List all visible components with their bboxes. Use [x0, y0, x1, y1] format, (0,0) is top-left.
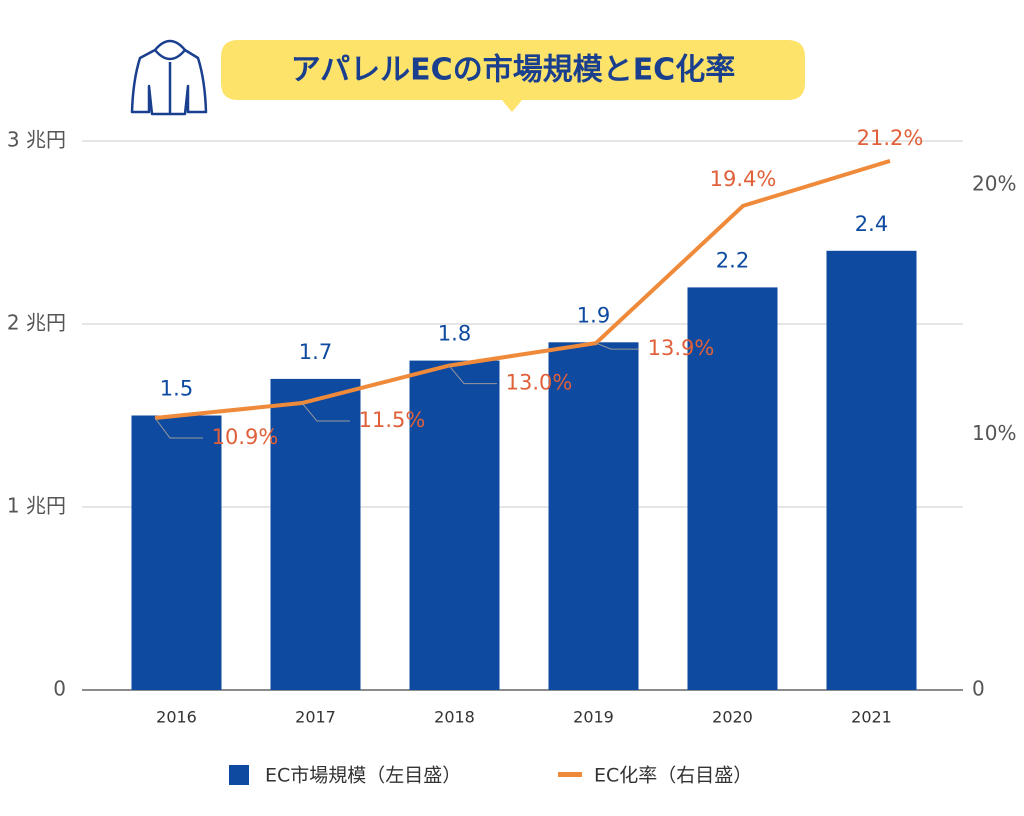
- chart-title: アパレルECの市場規模とEC化率: [291, 53, 735, 88]
- x-tick-label: 2021: [851, 708, 892, 727]
- line-value-label: 21.2%: [857, 126, 924, 150]
- bar: [687, 287, 778, 690]
- x-tick-label: 2018: [434, 708, 475, 727]
- bar: [409, 360, 500, 690]
- leader-line: [448, 365, 497, 385]
- line-value-label: 19.4%: [710, 167, 777, 191]
- title-banner: アパレルECの市場規模とEC化率: [221, 40, 805, 112]
- bar-value-label: 2.4: [855, 212, 888, 236]
- bar-value-label: 2.2: [716, 248, 749, 272]
- line-value-label: 13.0%: [506, 371, 573, 395]
- line-value-label: 13.9%: [648, 336, 715, 360]
- x-tick-label: 2016: [156, 708, 197, 727]
- legend-swatch: [558, 772, 582, 777]
- bar: [131, 415, 222, 690]
- legend-label: EC化率（右目盛）: [594, 765, 752, 787]
- y2-tick-label: 10%: [972, 421, 1016, 445]
- bar-value-label: 1.7: [299, 340, 332, 364]
- legend-swatch: [229, 765, 249, 785]
- y-tick-label: 1 兆円: [7, 494, 66, 518]
- line-value-label: 10.9%: [212, 425, 279, 449]
- bar-value-label: 1.5: [160, 377, 193, 401]
- y2-tick-label: 20%: [972, 171, 1016, 195]
- legend-label: EC市場規模（左目盛）: [265, 765, 461, 787]
- leader-line: [301, 402, 350, 422]
- line-value-label: 11.5%: [359, 408, 426, 432]
- y-tick-label: 2 兆円: [7, 311, 66, 335]
- bar: [270, 378, 361, 690]
- y2-tick-label: 0: [972, 677, 985, 701]
- bar-value-label: 1.8: [438, 322, 471, 346]
- y-tick-label: 3 兆円: [7, 128, 66, 152]
- leader-line: [154, 417, 203, 439]
- line-series: [154, 159, 891, 420]
- x-tick-label: 2019: [573, 708, 614, 727]
- x-tick-label: 2020: [712, 708, 753, 727]
- bar-value-label: 1.9: [577, 303, 610, 327]
- bar: [826, 250, 917, 691]
- y-tick-label: 0: [53, 677, 66, 701]
- jacket-icon: [130, 39, 208, 116]
- leader-line: [595, 342, 639, 350]
- x-tick-label: 2017: [295, 708, 336, 727]
- bar: [548, 342, 639, 690]
